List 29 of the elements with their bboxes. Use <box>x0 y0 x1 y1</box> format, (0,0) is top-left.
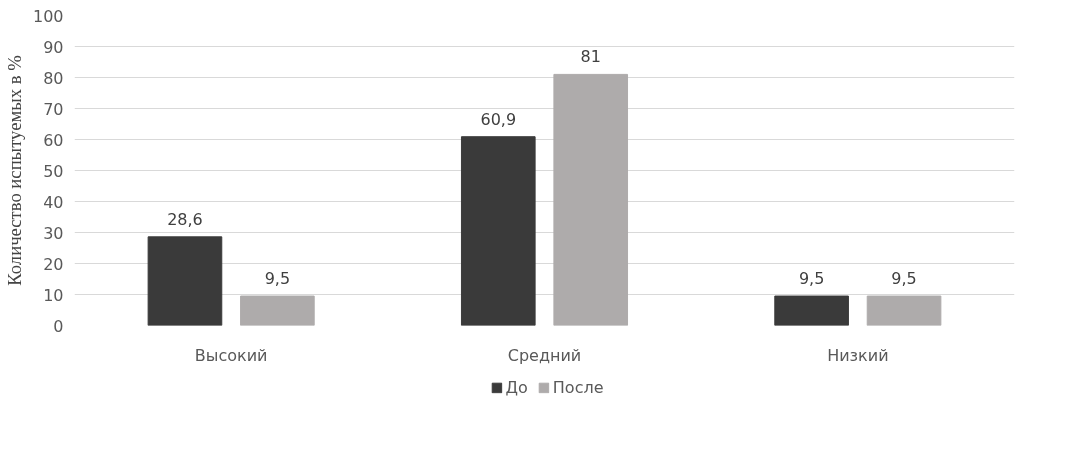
y-tick-label: 10 <box>43 285 64 305</box>
data-label: 9,5 <box>264 269 291 289</box>
x-tick-label: Низкий <box>827 345 889 365</box>
y-tick-label: 60 <box>43 130 64 150</box>
bar <box>774 295 849 326</box>
y-tick-label: 30 <box>43 223 64 243</box>
data-label: 81 <box>580 47 601 67</box>
y-tick-label: 100 <box>32 6 64 26</box>
bar <box>240 295 315 326</box>
bar <box>460 136 536 326</box>
y-tick-label: 20 <box>43 254 64 274</box>
data-label: 9,5 <box>891 269 917 289</box>
y-tick-label: 50 <box>43 161 64 181</box>
y-tick-label: 70 <box>43 99 64 119</box>
y-tick-label: 40 <box>43 192 64 212</box>
bar <box>147 236 223 326</box>
y-tick-label: 0 <box>53 316 64 336</box>
bar <box>553 73 629 326</box>
data-label: 28,6 <box>167 209 203 229</box>
legend-label: После <box>552 377 604 397</box>
y-tick-label: 90 <box>43 37 64 57</box>
data-label: 60,9 <box>480 109 517 129</box>
bar <box>866 295 942 326</box>
legend-label: До <box>505 377 528 397</box>
y-axis-title: Количество испытуемых в % <box>3 55 25 286</box>
x-tick-label: Средний <box>507 345 582 365</box>
x-tick-label: Высокий <box>194 345 268 365</box>
data-label: 9,5 <box>798 269 825 289</box>
y-tick-label: 80 <box>43 68 64 88</box>
